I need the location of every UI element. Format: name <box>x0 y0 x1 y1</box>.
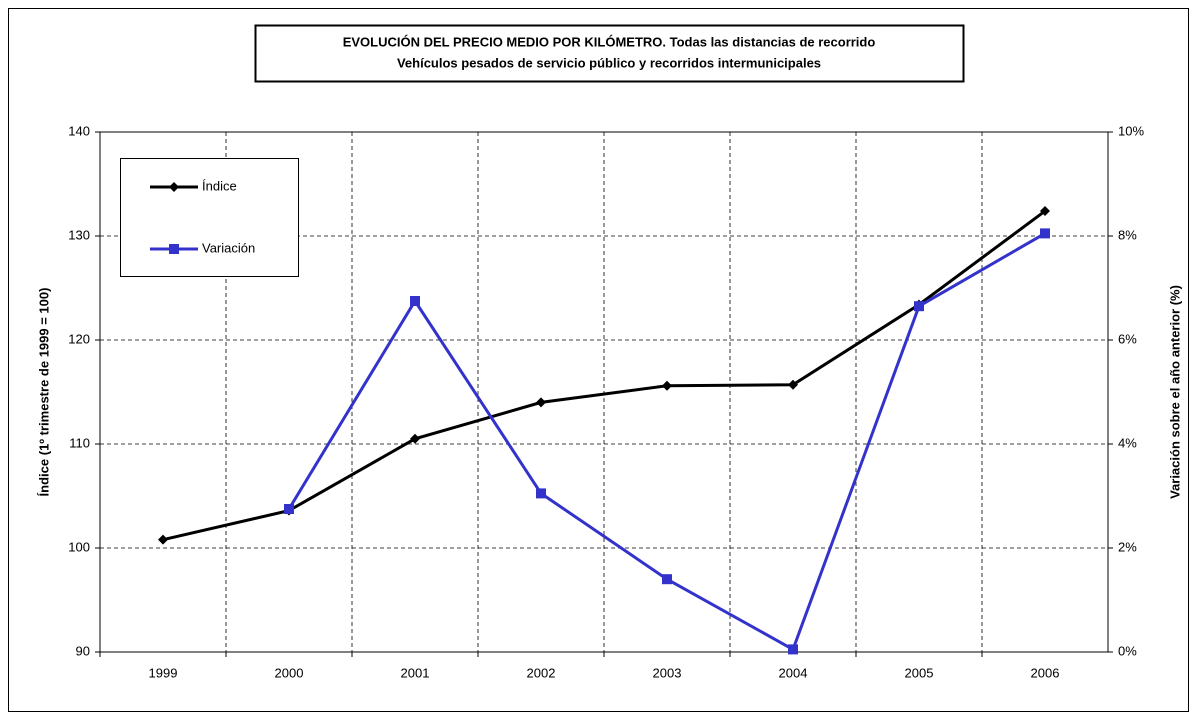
legend-label: Índice <box>202 178 237 193</box>
data-point <box>788 644 798 655</box>
legend-label: Variación <box>202 240 255 255</box>
y-tick-label: 100 <box>68 539 90 554</box>
y2-tick-label: 10% <box>1118 123 1144 138</box>
data-point <box>536 397 546 408</box>
x-tick-label: 1999 <box>149 665 178 680</box>
x-tick-label: 2002 <box>527 665 556 680</box>
y-axis-title: Índice (1º trimestre de 1999 = 100) <box>36 288 51 497</box>
y2-tick-label: 2% <box>1118 539 1137 554</box>
data-point <box>284 504 294 514</box>
data-point <box>410 433 420 444</box>
y-tick-label: 90 <box>76 643 90 658</box>
legend-marker <box>169 244 179 254</box>
data-point <box>662 380 672 391</box>
data-point <box>1040 206 1050 217</box>
y2-tick-label: 6% <box>1118 331 1137 346</box>
x-tick-label: 2004 <box>779 665 808 680</box>
y2-tick-label: 8% <box>1118 227 1137 242</box>
x-tick-label: 2000 <box>275 665 304 680</box>
data-point <box>410 296 420 306</box>
data-point <box>1040 228 1050 239</box>
data-point <box>662 574 672 585</box>
y2-axis-title: Variación sobre el año anterior (%) <box>1167 285 1182 499</box>
y-tick-label: 110 <box>69 435 90 450</box>
data-point <box>536 488 546 499</box>
title-box <box>254 24 965 83</box>
legend-box <box>120 158 299 277</box>
chart-subtitle: Vehículos pesados de servicio público y … <box>397 55 821 70</box>
x-tick-label: 2001 <box>401 665 430 680</box>
legend-marker <box>169 182 179 192</box>
chart-title: EVOLUCIÓN DEL PRECIO MEDIO POR KILÓMETRO… <box>343 34 876 49</box>
chart-border <box>8 8 1189 712</box>
y-tick-label: 140 <box>68 123 90 138</box>
data-point <box>788 379 798 390</box>
x-tick-label: 2005 <box>905 665 934 680</box>
y-tick-label: 120 <box>68 331 90 346</box>
x-tick-label: 2003 <box>653 665 682 680</box>
data-point <box>914 301 924 312</box>
y-tick-label: 130 <box>68 227 90 242</box>
series-line <box>162 209 1046 542</box>
y2-tick-label: 0% <box>1118 643 1137 658</box>
data-point <box>158 534 168 545</box>
x-tick-label: 2006 <box>1031 665 1060 680</box>
y2-tick-label: 4% <box>1118 435 1137 450</box>
